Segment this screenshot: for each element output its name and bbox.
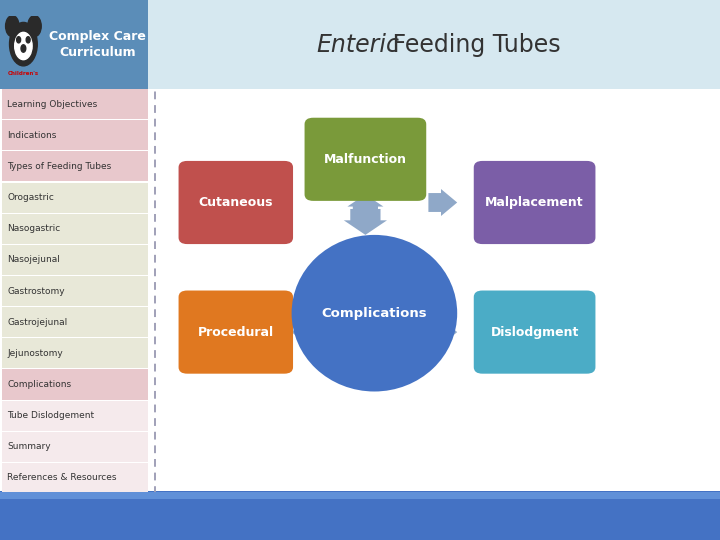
Text: Complications: Complications <box>322 307 427 320</box>
FancyBboxPatch shape <box>0 492 720 499</box>
Polygon shape <box>292 319 320 346</box>
Text: Tube Dislodgement: Tube Dislodgement <box>7 411 94 420</box>
FancyBboxPatch shape <box>0 0 720 89</box>
Text: Feeding Tubes: Feeding Tubes <box>385 32 561 57</box>
Text: Gastrojejunal: Gastrojejunal <box>7 318 68 327</box>
Circle shape <box>26 37 30 43</box>
FancyBboxPatch shape <box>2 89 148 119</box>
Circle shape <box>9 23 37 66</box>
FancyBboxPatch shape <box>2 245 148 275</box>
Polygon shape <box>428 189 457 216</box>
Text: Enteric: Enteric <box>317 32 400 57</box>
FancyBboxPatch shape <box>2 369 148 400</box>
Polygon shape <box>347 194 383 216</box>
Circle shape <box>21 45 26 52</box>
FancyBboxPatch shape <box>179 161 293 244</box>
Circle shape <box>17 37 21 43</box>
Circle shape <box>6 16 19 37</box>
FancyBboxPatch shape <box>474 161 595 244</box>
FancyBboxPatch shape <box>2 120 148 150</box>
Text: Types of Feeding Tubes: Types of Feeding Tubes <box>7 162 112 171</box>
Text: Malfunction: Malfunction <box>324 153 407 166</box>
Text: Jejunostomy: Jejunostomy <box>7 349 63 358</box>
Text: References & Resources: References & Resources <box>7 474 117 482</box>
Text: Procedural: Procedural <box>198 326 274 339</box>
Text: Cutaneous: Cutaneous <box>199 196 273 209</box>
Text: Children's: Children's <box>8 71 39 76</box>
Text: Indications: Indications <box>7 131 57 140</box>
Circle shape <box>28 16 41 37</box>
Circle shape <box>14 32 32 60</box>
FancyBboxPatch shape <box>2 339 148 368</box>
Text: Gastrostomy: Gastrostomy <box>7 287 65 295</box>
Text: Orogastric: Orogastric <box>7 193 54 202</box>
Text: Complex Care
Curriculum: Complex Care Curriculum <box>49 30 145 59</box>
FancyBboxPatch shape <box>2 401 148 431</box>
FancyBboxPatch shape <box>0 0 148 89</box>
Text: Nasogastric: Nasogastric <box>7 224 60 233</box>
FancyBboxPatch shape <box>179 291 293 374</box>
FancyBboxPatch shape <box>2 432 148 462</box>
Text: Learning Objectives: Learning Objectives <box>7 100 97 109</box>
Text: Dislodgment: Dislodgment <box>490 326 579 339</box>
Text: Summary: Summary <box>7 442 51 451</box>
FancyBboxPatch shape <box>2 151 148 181</box>
FancyBboxPatch shape <box>2 463 148 493</box>
Text: Nasojejunal: Nasojejunal <box>7 255 60 265</box>
Text: Complications: Complications <box>7 380 71 389</box>
Polygon shape <box>428 319 457 346</box>
FancyBboxPatch shape <box>2 276 148 306</box>
FancyBboxPatch shape <box>2 214 148 244</box>
FancyBboxPatch shape <box>2 183 148 213</box>
FancyBboxPatch shape <box>474 291 595 374</box>
Polygon shape <box>344 209 387 235</box>
Ellipse shape <box>292 235 457 392</box>
FancyBboxPatch shape <box>0 491 720 540</box>
Text: Malplacement: Malplacement <box>485 196 584 209</box>
FancyBboxPatch shape <box>2 307 148 338</box>
FancyBboxPatch shape <box>305 118 426 201</box>
